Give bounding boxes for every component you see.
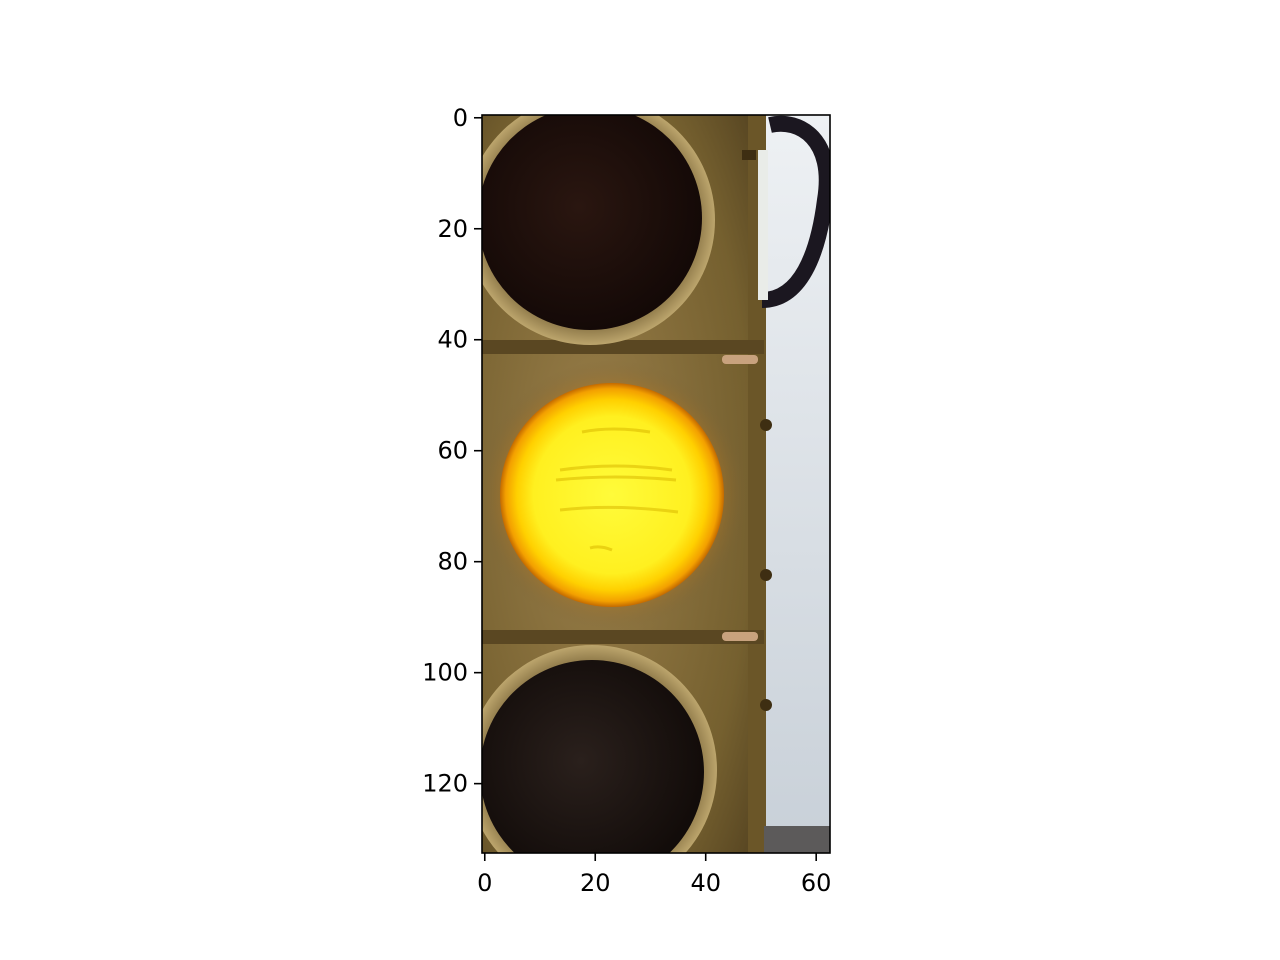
x-axis-ticks: 0 20 40 60 (477, 853, 831, 897)
y-tick-label: 40 (437, 326, 468, 354)
x-tick-label: 60 (801, 869, 832, 897)
x-tick-label: 20 (580, 869, 611, 897)
red-lamp-off (482, 115, 702, 330)
traffic-light-image (482, 115, 830, 853)
axes-frame (481, 114, 831, 854)
x-tick-label: 40 (690, 869, 721, 897)
lamp-lens-texture (555, 427, 679, 552)
y-tick-label: 80 (437, 548, 468, 576)
y-axis-ticks: 0 20 40 60 80 100 120 (422, 104, 482, 798)
y-tick-label: 20 (437, 215, 468, 243)
amber-lamp-on (500, 383, 724, 607)
cable (761, 115, 830, 308)
y-tick-label: 60 (437, 437, 468, 465)
y-tick-label: 120 (422, 770, 468, 798)
y-tick-label: 0 (453, 104, 468, 132)
x-tick-label: 0 (477, 869, 492, 897)
y-tick-label: 100 (422, 659, 468, 687)
green-lamp-off (482, 660, 704, 853)
